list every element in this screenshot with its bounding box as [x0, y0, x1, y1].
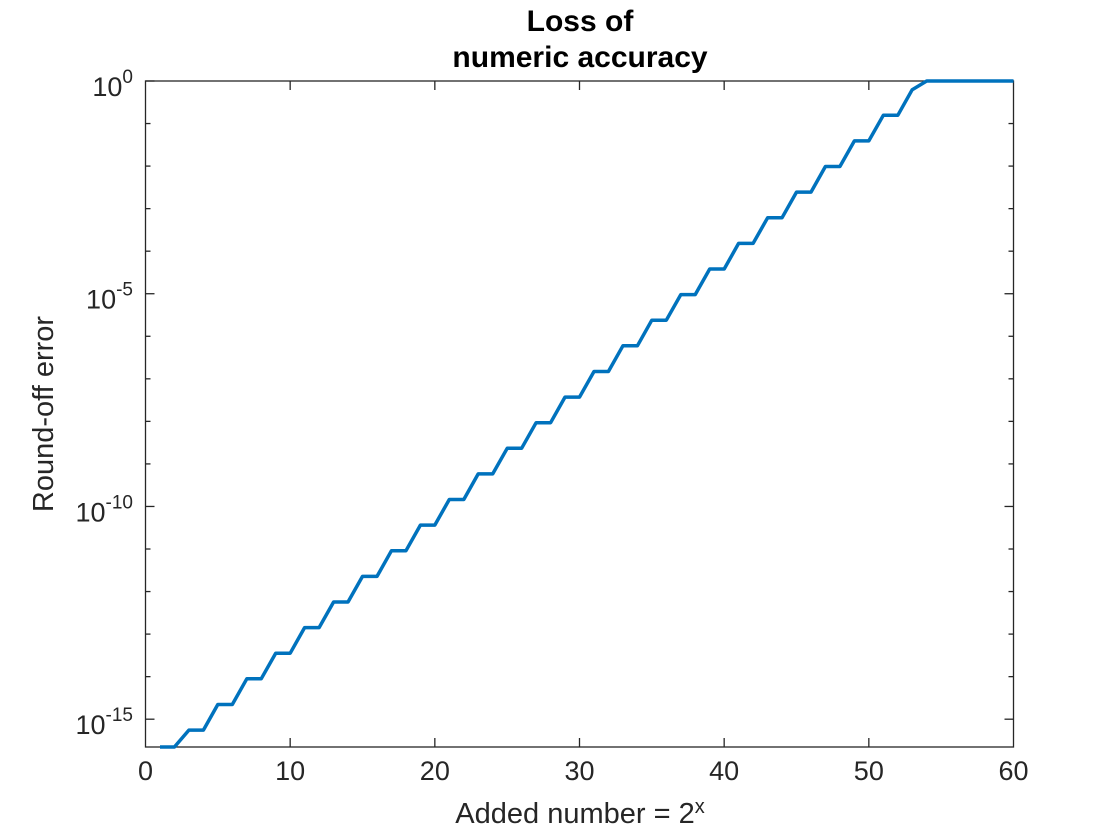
chart-title-line2: numeric accuracy: [452, 41, 708, 74]
axes-box: [144, 80, 1015, 748]
x-axis-label-exponent: x: [694, 796, 705, 818]
data-line: [160, 79, 1014, 749]
x-axis-label-text: Added number = 2: [455, 798, 695, 830]
x-tick-label: 60: [998, 756, 1028, 786]
y-axis-label: Round-off error: [28, 315, 60, 513]
x-tick-label: 20: [420, 756, 450, 786]
y-tick-label: 10-15: [75, 705, 133, 740]
y-tick-label: 10-5: [86, 280, 133, 315]
chart-title: Loss of numeric accuracy: [146, 4, 1014, 76]
x-tick-label: 30: [564, 756, 594, 786]
chart-title-line1: Loss of: [526, 5, 634, 38]
x-tick-label: 10: [275, 756, 305, 786]
x-tick-label: 0: [138, 756, 153, 786]
x-axis-label: Added number = 2x: [146, 796, 1014, 831]
y-tick-label: 10-10: [75, 492, 133, 527]
x-tick-label: 50: [854, 756, 884, 786]
x-tick-label: 40: [709, 756, 739, 786]
y-tick-label: 100: [92, 67, 133, 102]
